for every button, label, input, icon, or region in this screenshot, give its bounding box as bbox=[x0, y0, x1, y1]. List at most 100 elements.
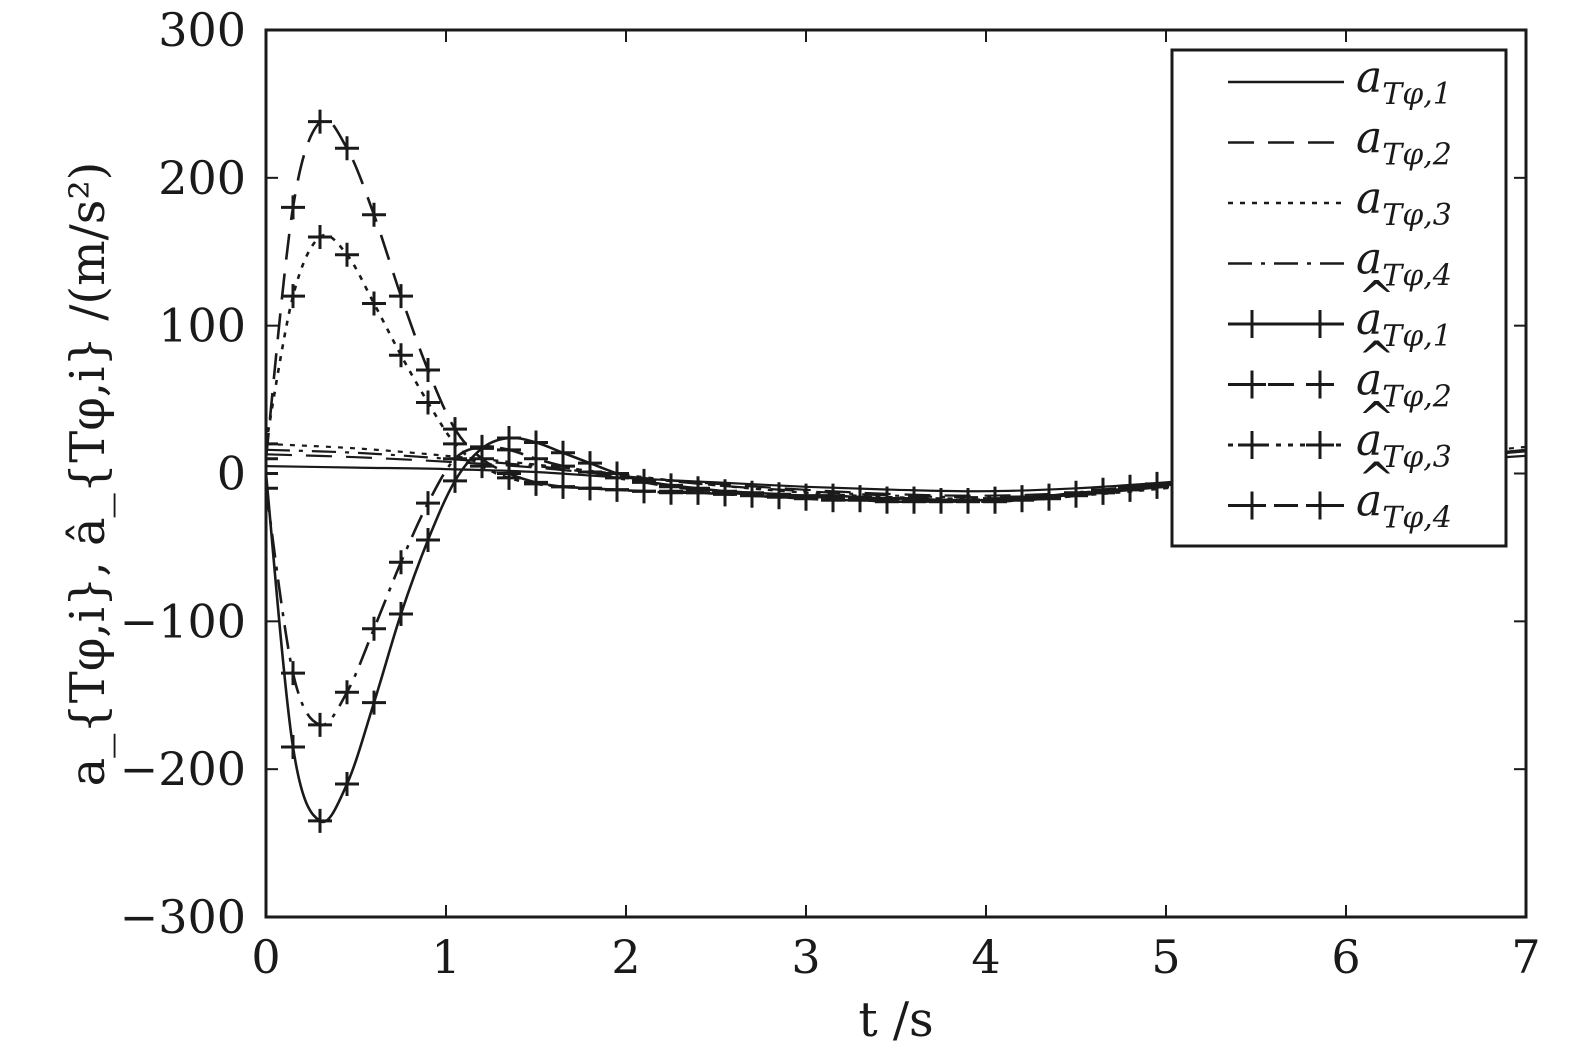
series-7-point bbox=[308, 224, 332, 249]
x-tick-label: 6 bbox=[1331, 930, 1360, 984]
legend-label-8: aTφ,4 bbox=[1356, 476, 1452, 536]
y-axis-title: a_{Tφ,i}, â_{Tφ,i} /(m/s²) bbox=[60, 162, 116, 787]
series-8-point bbox=[1091, 477, 1115, 502]
series-5-point bbox=[281, 734, 305, 759]
series-8-point bbox=[1118, 474, 1142, 499]
series-8-point bbox=[497, 437, 521, 462]
series-6-point bbox=[266, 446, 278, 471]
x-tick-label: 1 bbox=[431, 930, 460, 984]
y-tick-label: 0 bbox=[217, 447, 246, 501]
series-8-point bbox=[929, 488, 953, 513]
legend-marker-7 bbox=[1306, 431, 1334, 459]
series-5-point bbox=[416, 528, 440, 553]
series-8-point bbox=[1037, 483, 1061, 508]
legend-label-4: aTφ,4 bbox=[1356, 234, 1452, 294]
series-8-point bbox=[1145, 471, 1169, 496]
series-7-point bbox=[416, 390, 440, 415]
series-6-point bbox=[281, 195, 305, 220]
series-8-point bbox=[659, 474, 683, 499]
legend-marker-8 bbox=[1238, 491, 1266, 520]
y-tick-label: −300 bbox=[120, 890, 246, 944]
x-tick-label: 3 bbox=[791, 930, 820, 984]
series-7-point bbox=[497, 465, 521, 490]
series-8-point bbox=[848, 486, 872, 511]
x-tick-label: 0 bbox=[251, 930, 280, 984]
legend-label-2: aTφ,2 bbox=[1356, 113, 1452, 173]
series-8-point bbox=[794, 485, 818, 510]
series-7-point bbox=[335, 242, 359, 267]
legend-hat-8: ^ bbox=[1358, 454, 1395, 505]
series-8-point bbox=[470, 434, 494, 459]
series-line-6 bbox=[266, 118, 1185, 503]
legend-hat-5: ^ bbox=[1358, 272, 1395, 323]
legend-label-6: aTφ,2 bbox=[1356, 355, 1452, 415]
series-8-point bbox=[281, 661, 305, 686]
legend: aTφ,1aTφ,2aTφ,3aTφ,4aTφ,1^aTφ,2^aTφ,3^aT… bbox=[1170, 48, 1508, 548]
legend-marker-7 bbox=[1238, 431, 1266, 459]
series-8-point bbox=[1064, 480, 1088, 505]
series-8-point bbox=[902, 486, 926, 511]
ticks-layer: 0 1 2 3 4 5 6 7 300 200 100 0 −100 −200 −300 bbox=[120, 3, 1541, 984]
series-8-point bbox=[266, 476, 278, 501]
series-8-point bbox=[821, 485, 845, 510]
series-6-point bbox=[362, 202, 386, 227]
series-8-point bbox=[713, 480, 737, 505]
legend-marker-5 bbox=[1238, 310, 1266, 338]
legend-marker-8 bbox=[1306, 491, 1334, 520]
series-7-point bbox=[362, 291, 386, 316]
series-8-point bbox=[308, 712, 332, 737]
series-5-point bbox=[308, 808, 332, 833]
series-8-point bbox=[740, 482, 764, 507]
legend-label-1: aTφ,1 bbox=[1356, 52, 1452, 112]
x-tick-label: 7 bbox=[1511, 930, 1540, 984]
series-5-point bbox=[443, 468, 467, 493]
series-8-point bbox=[578, 460, 602, 485]
series-8-point bbox=[524, 446, 548, 471]
legend-label-7: aTφ,3 bbox=[1356, 415, 1452, 475]
series-8-point bbox=[551, 454, 575, 479]
series-7-point bbox=[266, 431, 278, 456]
legend-box bbox=[1170, 48, 1508, 548]
series-8-point bbox=[416, 491, 440, 516]
series-6-point bbox=[416, 358, 440, 383]
series-6-point bbox=[389, 284, 413, 309]
y-tick-label: 100 bbox=[158, 299, 246, 353]
series-8-point bbox=[983, 486, 1007, 511]
x-tick-label: 4 bbox=[971, 930, 1000, 984]
series-8-point bbox=[875, 486, 899, 511]
series-8-point bbox=[1010, 485, 1034, 510]
legend-marker-5 bbox=[1306, 310, 1334, 338]
x-axis-title: t /s bbox=[858, 992, 933, 1048]
series-5-point bbox=[389, 601, 413, 626]
series-6-point bbox=[308, 109, 332, 134]
series-5-point bbox=[335, 771, 359, 796]
series-8-point bbox=[605, 465, 629, 490]
series-6-point bbox=[335, 136, 359, 161]
x-tick-label: 2 bbox=[611, 930, 640, 984]
y-tick-label: 200 bbox=[158, 151, 246, 205]
legend-marker-6 bbox=[1306, 370, 1334, 399]
series-8-point bbox=[632, 470, 656, 495]
series-8-point bbox=[362, 616, 386, 641]
series-8-point bbox=[389, 550, 413, 575]
series-8-point bbox=[767, 483, 791, 508]
x-tick-label: 5 bbox=[1151, 930, 1180, 984]
legend-label-3: aTφ,3 bbox=[1356, 173, 1452, 233]
series-8-point bbox=[956, 488, 980, 513]
series-8-point bbox=[443, 446, 467, 471]
series-5-point bbox=[362, 690, 386, 715]
y-tick-label: −100 bbox=[120, 594, 246, 648]
legend-hat-6: ^ bbox=[1358, 333, 1395, 384]
legend-marker-6 bbox=[1238, 370, 1266, 399]
series-8-point bbox=[686, 477, 710, 502]
legend-hat-7: ^ bbox=[1358, 393, 1395, 444]
y-tick-label: 300 bbox=[158, 3, 246, 57]
series-7-point bbox=[389, 343, 413, 368]
series-7-point bbox=[551, 474, 575, 499]
legend-label-5: aTφ,1 bbox=[1356, 294, 1452, 354]
series-8-point bbox=[335, 680, 359, 705]
y-tick-label: −200 bbox=[120, 742, 246, 796]
series-7-point bbox=[524, 471, 548, 496]
series-7-point bbox=[281, 284, 305, 309]
